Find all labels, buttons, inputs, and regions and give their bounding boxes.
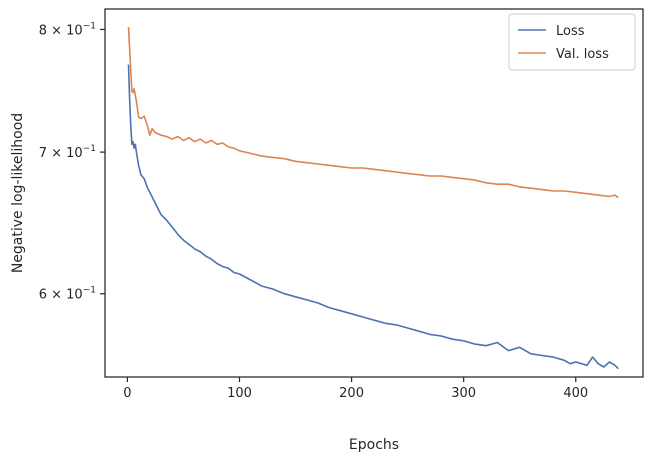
x-tick-label: 100 [227, 386, 252, 401]
x-axis-title: Epochs [349, 437, 399, 453]
legend-label: Loss [556, 24, 585, 39]
series-line-2 [127, 27, 619, 199]
legend: Loss Val. loss [508, 13, 636, 71]
y-tick-label: 6 × 10−1 [39, 286, 96, 303]
y-ticks: 6 × 10−1 7 × 10−1 8 × 10−1 [39, 21, 105, 303]
y-tick-label: 8 × 10−1 [39, 21, 96, 38]
series-line-1 [127, 64, 619, 370]
x-ticks: 0 100 200 300 400 [123, 377, 588, 401]
y-axis-title: Negative log-likelihood [10, 113, 26, 273]
legend-box [508, 13, 636, 71]
legend-label: Val. loss [556, 47, 609, 62]
y-tick-label: 7 × 10−1 [39, 144, 96, 161]
x-tick-label: 400 [563, 386, 588, 401]
plot-frame [104, 8, 644, 378]
x-tick-label: 300 [451, 386, 476, 401]
plot-lines [127, 27, 619, 370]
x-tick-label: 0 [123, 386, 131, 401]
x-tick-label: 200 [339, 386, 364, 401]
